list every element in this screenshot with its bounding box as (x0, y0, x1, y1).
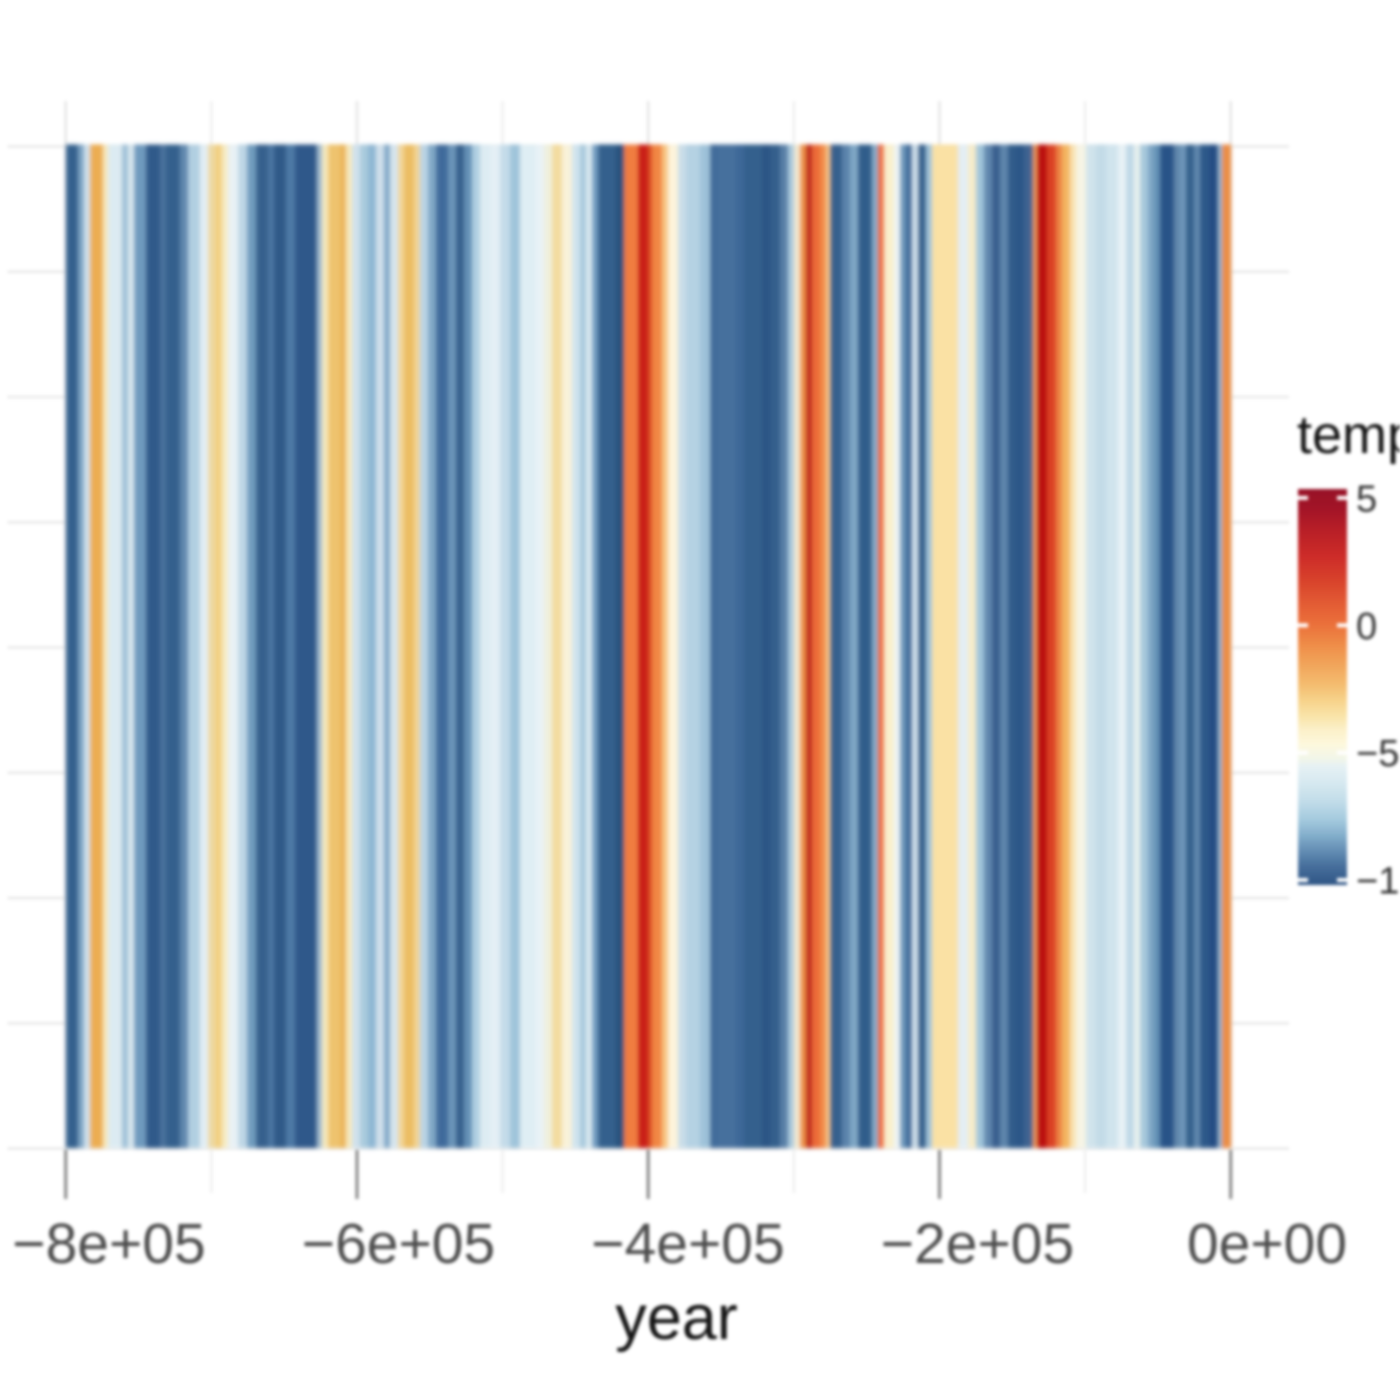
svg-text:−6e+05: −6e+05 (302, 1212, 495, 1276)
svg-text:−2e+05: −2e+05 (881, 1212, 1074, 1276)
svg-text:−8e+05: −8e+05 (12, 1212, 205, 1276)
svg-text:−10: −10 (1356, 861, 1400, 903)
svg-text:0e+00: 0e+00 (1187, 1212, 1347, 1276)
svg-text:temp: temp (1297, 405, 1400, 465)
svg-text:5: 5 (1356, 478, 1377, 520)
svg-text:0: 0 (1356, 606, 1377, 648)
svg-text:−5: −5 (1356, 733, 1399, 775)
svg-text:year: year (615, 1283, 738, 1353)
svg-text:−4e+05: −4e+05 (591, 1212, 784, 1276)
